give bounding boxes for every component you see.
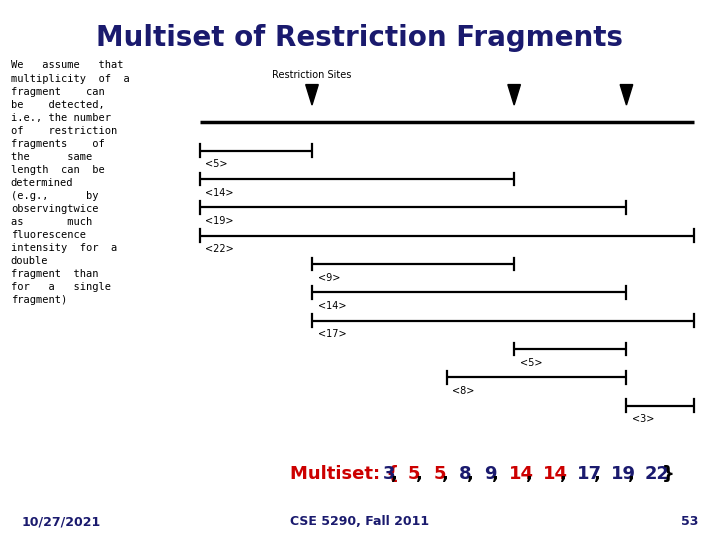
Text: 14: 14 [509, 465, 534, 483]
Text: <9>: <9> [318, 273, 340, 283]
Text: CSE 5290, Fall 2011: CSE 5290, Fall 2011 [290, 515, 430, 528]
Polygon shape [620, 85, 633, 105]
Text: 10/27/2021: 10/27/2021 [22, 515, 101, 528]
Text: 22: 22 [644, 465, 670, 483]
Text: ,: , [560, 465, 573, 483]
Polygon shape [508, 85, 521, 105]
Text: ,: , [492, 465, 505, 483]
Text: ,: , [416, 465, 429, 483]
Text: <5>: <5> [205, 159, 228, 170]
Text: 9: 9 [484, 465, 496, 483]
Text: <19>: <19> [205, 216, 234, 226]
Text: <22>: <22> [205, 245, 234, 254]
Text: We   assume   that
multiplicity  of  a
fragment    can
be    detected,
i.e., the: We assume that multiplicity of a fragmen… [11, 60, 130, 305]
Polygon shape [306, 85, 318, 105]
Text: Restriction Sites: Restriction Sites [272, 70, 351, 80]
Text: <5>: <5> [520, 357, 542, 368]
Text: 5: 5 [408, 465, 420, 483]
Text: 19: 19 [611, 465, 636, 483]
Text: ,: , [594, 465, 607, 483]
Text: 5: 5 [433, 465, 446, 483]
Text: ,: , [467, 465, 480, 483]
Text: ,: , [391, 465, 404, 483]
Text: <17>: <17> [318, 329, 346, 339]
Text: ,: , [628, 465, 641, 483]
Text: Multiset: {: Multiset: { [289, 465, 399, 483]
Text: <14>: <14> [205, 188, 234, 198]
Text: <3>: <3> [632, 414, 654, 424]
Text: 3: 3 [382, 465, 395, 483]
Text: }: } [662, 465, 674, 483]
Text: ,: , [441, 465, 455, 483]
Text: ,: , [526, 465, 539, 483]
Text: <14>: <14> [318, 301, 346, 311]
Text: 53: 53 [681, 515, 698, 528]
Text: <8>: <8> [452, 386, 474, 396]
Text: 17: 17 [577, 465, 602, 483]
Text: Multiset of Restriction Fragments: Multiset of Restriction Fragments [96, 24, 624, 52]
Text: 14: 14 [543, 465, 568, 483]
Text: 8: 8 [459, 465, 471, 483]
